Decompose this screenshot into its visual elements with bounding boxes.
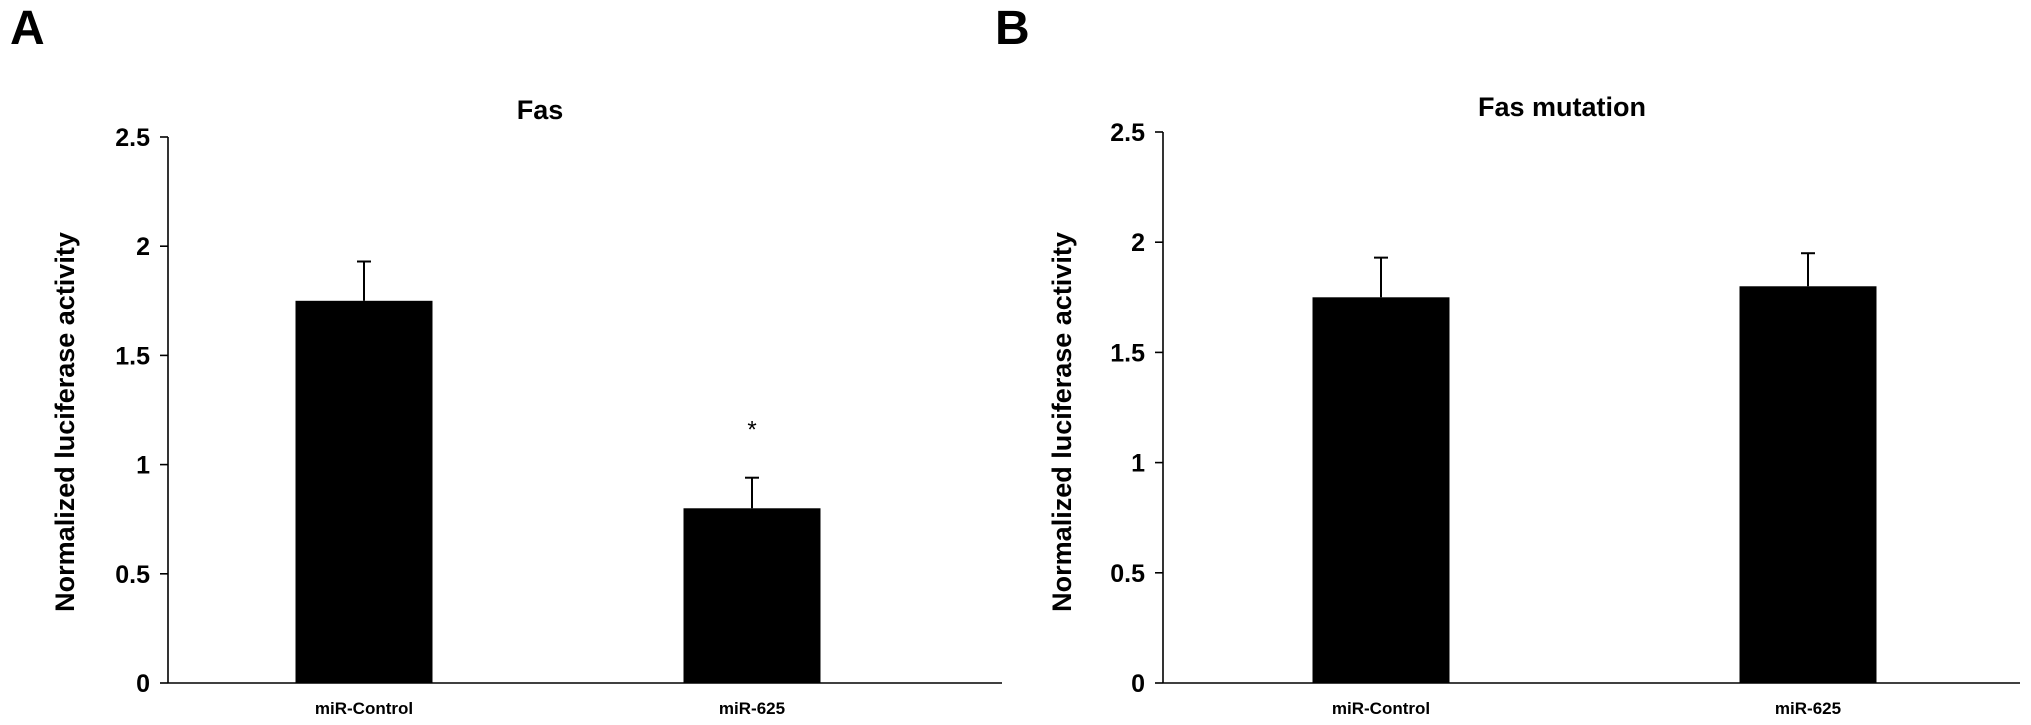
y-tick-label: 2	[1131, 229, 1145, 257]
chart-title-a: Fas	[517, 95, 564, 125]
y-tick-label: 1.5	[1110, 339, 1145, 367]
significance-marker: *	[747, 417, 756, 444]
panel-letter-b: B	[995, 2, 1030, 55]
plot-area-a: 0 0.5 1 1.5 2 2.5 miR-Control * miR-625	[115, 124, 1002, 718]
bar	[683, 508, 821, 683]
x-tick-label: miR-625	[1775, 699, 1841, 718]
chart-title-b: Fas mutation	[1478, 92, 1646, 122]
y-tick-label: 1	[1131, 450, 1145, 478]
y-tick-label: 0.5	[1110, 560, 1145, 588]
y-tick-label: 1	[136, 452, 150, 480]
y-axis-label-a: Normalized luciferase activity	[50, 232, 80, 612]
x-tick-label: miR-625	[719, 699, 785, 718]
x-tick-label: miR-Control	[1332, 699, 1430, 718]
y-axis-label-b: Normalized luciferase activity	[1047, 232, 1077, 612]
panel-b-chart: B Fas mutation Normalized luciferase act…	[995, 2, 2020, 718]
y-tick-label: 2	[136, 233, 150, 261]
y-tick-label: 2.5	[115, 124, 150, 152]
bar	[1739, 286, 1877, 683]
y-tick-label: 2.5	[1110, 119, 1145, 147]
y-tick-label: 0	[1131, 670, 1145, 698]
panel-letter-a: A	[10, 2, 45, 55]
y-tick-label: 0	[136, 670, 150, 698]
plot-area-b: 0 0.5 1 1.5 2 2.5 miR-Control miR-625	[1110, 119, 2020, 718]
panel-a-chart: A Fas Normalized luciferase activity 0 0.…	[10, 2, 1002, 718]
y-tick-label: 0.5	[115, 561, 150, 589]
bar	[295, 300, 433, 683]
bar	[1312, 297, 1450, 683]
x-tick-label: miR-Control	[315, 699, 413, 718]
y-tick-label: 1.5	[115, 342, 150, 370]
